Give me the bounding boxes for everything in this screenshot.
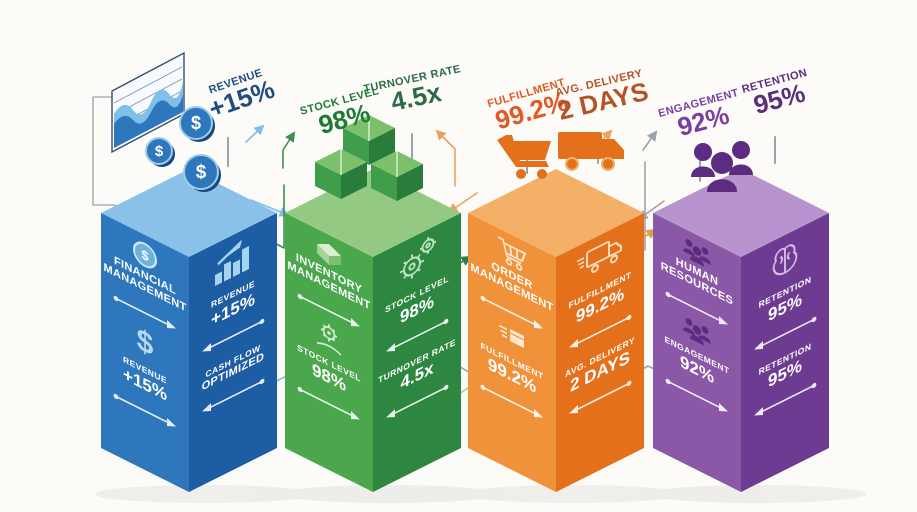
dollar-coin-icon: $ [133, 241, 157, 269]
svg-text:$: $ [141, 247, 149, 265]
order-right-face: FULFILLMENT 99.2% AVG. DELIVERY 2 DAYS [556, 213, 644, 492]
svg-text:$: $ [191, 113, 201, 133]
pillar-hr-shape [653, 169, 829, 492]
svg-text:$: $ [196, 162, 207, 183]
flow-arrow-icon [386, 384, 449, 418]
package-box-icon [317, 244, 341, 266]
flow-arrow-icon [202, 378, 265, 412]
inventory-left-face: INVENTORY MANAGEMENT STOCK LEVEL 98% [285, 213, 373, 492]
svg-text:$: $ [155, 143, 164, 160]
hr-left-face: HUMAN RESOURCES ENGAGEMENT 92% [653, 213, 741, 492]
shopping-cart-icon [498, 236, 527, 271]
flow-arrow-icon [754, 382, 817, 416]
express-shipping-icon [499, 324, 524, 348]
flow-arrow-icon [113, 394, 176, 427]
flow-arrow-icon [386, 318, 449, 351]
flow-arrow-icon [480, 385, 543, 418]
flow-arrow-icon [569, 380, 632, 414]
flow-arrow-icon [480, 295, 543, 329]
metric: REVENUE +15% [123, 353, 167, 406]
order-left-face: ORDER MANAGEMENT FULFILLMENT 99.2% [468, 213, 556, 492]
team-icon [691, 141, 753, 192]
delivery-truck-icon [577, 240, 622, 273]
flow-arrow-icon [665, 379, 728, 412]
gears-icon [400, 236, 436, 279]
hr-right-face: RETENTION 95% RETENTION 95% [741, 213, 829, 492]
dollar-symbol: $ [136, 321, 154, 363]
pillar-order-shape [468, 169, 644, 492]
area-chart-icon [111, 51, 185, 154]
brain-icon [772, 244, 798, 276]
flow-arrow-icon [569, 314, 632, 347]
flow-arrow-icon [754, 316, 817, 349]
flow-arrow-icon [665, 291, 728, 325]
financial-right-face: REVENUE +15% CASH FLOW OPTIMIZED [189, 213, 277, 492]
growth-chart-icon [215, 239, 249, 286]
flow-arrow-icon [113, 295, 176, 329]
shopping-cart-icon [497, 135, 551, 179]
financial-left-face: $ FINANCIAL MANAGEMENT $ REVENUE +15% [101, 213, 189, 492]
flow-arrow-icon [297, 387, 360, 420]
metric: REVENUE +15% [211, 278, 255, 330]
flow-arrow-icon [297, 293, 360, 327]
flow-arrow-icon [202, 318, 265, 351]
pillar-shadows [95, 485, 867, 503]
delivery-truck-icon [558, 132, 624, 171]
dollar-coins-icon: $ $ $ [145, 106, 221, 192]
stacked-boxes-icon [315, 115, 423, 201]
team-icon [683, 239, 711, 267]
team-icon [683, 317, 711, 346]
inventory-right-face: STOCK LEVEL 98% TURNOVER RATE 4.5x [373, 213, 461, 492]
gear-hands-icon [316, 323, 342, 356]
